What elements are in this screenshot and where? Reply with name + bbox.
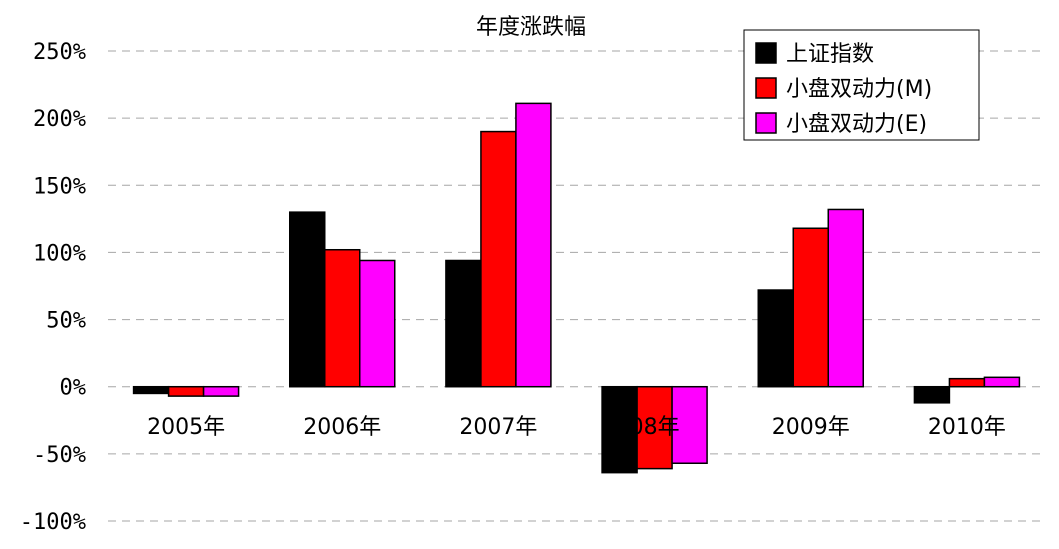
y-tick-label: 100% (33, 241, 86, 266)
legend-label-0: 上证指数 (786, 42, 874, 67)
x-tick-label: 08年 (630, 415, 680, 440)
bar-3-1 (202, 385, 240, 397)
bar-1-4 (601, 385, 638, 474)
y-tick-label: -50% (33, 443, 86, 468)
bar-3-3 (515, 102, 552, 388)
bar-1-5 (757, 289, 794, 388)
gridlines (108, 50, 1045, 522)
legend-label-1: 小盘双动力(M) (786, 77, 932, 102)
bar-3-4 (671, 385, 708, 465)
legend-box (743, 29, 980, 141)
bar-1-3 (445, 259, 482, 388)
bar-2-3 (480, 130, 517, 388)
y-tick-label: -100% (20, 510, 86, 535)
bar-1-1 (132, 385, 170, 395)
bar-2-6 (948, 377, 986, 388)
y-tick-label: 250% (33, 40, 86, 65)
bar-3-2 (359, 259, 396, 388)
x-tick-label: 2005年 (147, 415, 225, 440)
x-axis-ticks: 2005年 2006年 2007年 08年 2009年 2010年 (147, 415, 1006, 440)
x-tick-label: 2006年 (303, 415, 381, 440)
bar-2-4 (636, 385, 673, 470)
y-tick-label: 150% (33, 174, 86, 199)
bars (132, 102, 1021, 474)
bar-3-6 (983, 376, 1021, 388)
legend-swatch-0 (755, 42, 777, 64)
bar-1-6 (913, 385, 951, 404)
legend-label-2: 小盘双动力(E) (786, 112, 927, 137)
chart-title: 年度涨跌幅 (476, 15, 586, 40)
x-tick-label: 2007年 (459, 415, 537, 440)
x-tick-label: 2009年 (772, 415, 850, 440)
legend-swatch-2 (755, 112, 777, 134)
y-axis-ticks: 250% 200% 150% 100% 50% 0% -50% -100% (20, 40, 86, 535)
bar-3-5 (827, 208, 864, 388)
y-tick-label: 50% (46, 309, 86, 334)
legend-swatch-1 (755, 77, 777, 99)
x-tick-label: 2010年 (928, 415, 1006, 440)
y-tick-label: 0% (60, 376, 87, 401)
bar-2-2 (324, 248, 361, 388)
legend: 上证指数 小盘双动力(M) 小盘双动力(E) (743, 29, 980, 141)
y-tick-label: 200% (33, 107, 86, 132)
bar-1-2 (289, 211, 326, 388)
bar-2-5 (792, 227, 829, 388)
bar-2-1 (167, 385, 205, 397)
